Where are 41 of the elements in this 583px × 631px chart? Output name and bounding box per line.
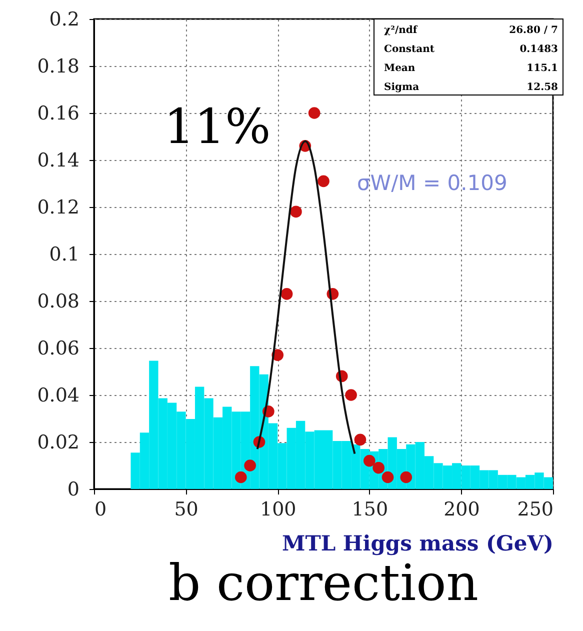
annotation: 26.80 / 7 (509, 25, 558, 36)
annotation: Constant (384, 44, 435, 55)
annotation: 0.1483 (520, 44, 558, 55)
y-tick-label: 0.12 (37, 196, 80, 218)
point (308, 107, 320, 119)
point (290, 206, 302, 218)
y-tick-label: 0.18 (37, 56, 80, 78)
y-tick-label: 0 (67, 478, 80, 500)
y-tick-label: 0.16 (37, 102, 80, 124)
annotation: σW/M = 0.109 (357, 171, 508, 195)
x-tick-label: 50 (174, 498, 198, 520)
point (363, 454, 376, 467)
x-tick-label: 100 (260, 498, 296, 520)
y-tick-label: 0.2 (49, 8, 80, 30)
annotation: 11% (164, 99, 271, 155)
annotation: 115.1 (526, 63, 558, 74)
text: b correction (168, 554, 478, 612)
annotation: Mean (384, 63, 416, 74)
annotation: χ²/ndf (384, 25, 418, 36)
point (244, 460, 256, 472)
y-tick-label: 0.04 (37, 384, 80, 406)
y-tick-label: 0.14 (37, 150, 80, 172)
point (280, 288, 293, 300)
point (318, 175, 330, 188)
point (354, 434, 366, 446)
point (234, 471, 247, 484)
point (372, 462, 384, 474)
annotation: Sigma (384, 82, 420, 93)
y-tick-label: 0.1 (49, 244, 80, 266)
y-tick-label: 0.08 (37, 290, 80, 312)
point (345, 389, 357, 401)
x-axis-title: MTL Higgs mass (GeV) (282, 530, 554, 556)
x-tick-label: 200 (444, 498, 480, 520)
x-tick-label: 0 (94, 498, 107, 520)
y-tick-label: 0.02 (37, 432, 80, 454)
x-tick-label: 250 (517, 498, 554, 520)
point (400, 471, 412, 484)
point (382, 471, 394, 484)
annotation: 12.58 (526, 82, 558, 93)
y-tick-label: 0.06 (37, 338, 80, 360)
x-tick-label: 150 (352, 498, 388, 520)
